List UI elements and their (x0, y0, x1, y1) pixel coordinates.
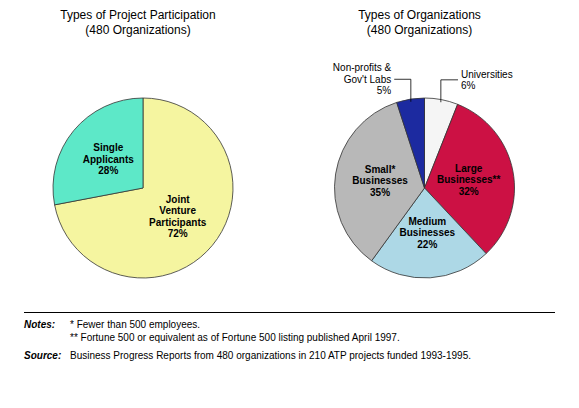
svg-text:SingleApplicants28%: SingleApplicants28% (83, 142, 135, 176)
svg-text:Small*Businesses35%: Small*Businesses35% (352, 164, 408, 198)
html-text:Types of Organizations: Types of Organizations (358, 8, 481, 22)
svg-text:MediumBusinesses22%: MediumBusinesses22% (400, 216, 456, 250)
html-text:** Fortune 500 or equivalent a: ** Fortune 500 or equivalent as of Fortu… (70, 332, 400, 343)
svg-text:JointVentureParticipants72%: JointVentureParticipants72% (149, 194, 207, 240)
html-text:Source:: Source: (24, 350, 62, 361)
html-text:Business Progress Reports from: Business Progress Reports from 480 organ… (70, 350, 471, 361)
svg-text:LargeBusinesses**32%: LargeBusinesses**32% (437, 163, 500, 197)
html-text:Notes:: Notes: (24, 319, 56, 330)
svg-text:Universities6%: Universities6% (461, 69, 513, 92)
svg-text:Non-profits &Gov't Labs5%: Non-profits &Gov't Labs5% (333, 62, 392, 96)
html-text:Types of Project Participation: Types of Project Participation (60, 8, 216, 22)
html-text:(480 Organizations): (480 Organizations) (366, 23, 473, 37)
html-text:* Fewer than 500 employees.: * Fewer than 500 employees. (70, 319, 201, 330)
html-text:(480 Organizations): (480 Organizations) (85, 23, 191, 37)
